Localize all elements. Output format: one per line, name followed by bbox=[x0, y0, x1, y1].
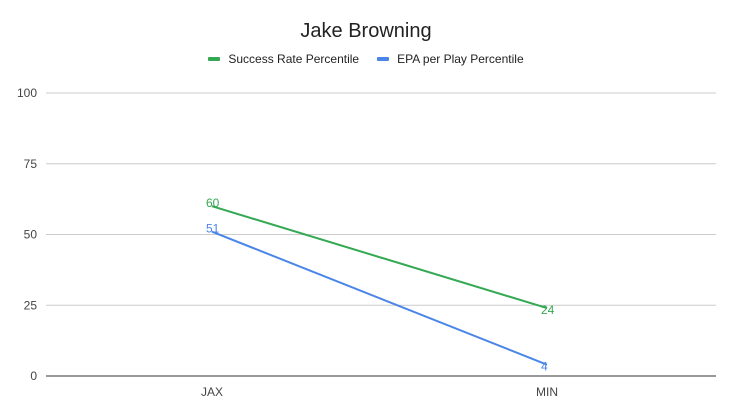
series-line-0[interactable] bbox=[211, 205, 548, 310]
legend-item-epa-per-play[interactable]: EPA per Play Percentile bbox=[377, 52, 524, 66]
gridlines bbox=[46, 92, 716, 377]
y-tick-label-0: 0 bbox=[30, 369, 37, 383]
x-axis-ticks: JAX MIN bbox=[201, 385, 558, 399]
x-tick-label-jax: JAX bbox=[201, 385, 223, 399]
legend-swatch-epa-per-play bbox=[377, 57, 390, 61]
data-labels: 60 24 51 4 bbox=[206, 196, 555, 373]
x-tick-label-min: MIN bbox=[536, 385, 558, 399]
y-axis-ticks: 0 25 50 75 100 bbox=[17, 86, 37, 383]
series-line-1[interactable] bbox=[211, 230, 548, 366]
data-label-s0-jax: 60 bbox=[206, 196, 220, 210]
legend-swatch-success-rate bbox=[208, 57, 221, 61]
data-label-s0-min: 24 bbox=[541, 303, 555, 317]
legend-label-epa-per-play: EPA per Play Percentile bbox=[397, 52, 524, 66]
series-lines bbox=[211, 205, 548, 366]
y-tick-label-100: 100 bbox=[17, 86, 37, 100]
data-label-s1-min: 4 bbox=[541, 360, 548, 374]
y-tick-label-50: 50 bbox=[24, 228, 38, 242]
legend-label-success-rate: Success Rate Percentile bbox=[228, 52, 360, 66]
data-label-s1-jax: 51 bbox=[206, 222, 220, 236]
chart-title: Jake Browning bbox=[300, 20, 432, 42]
legend: Success Rate Percentile EPA per Play Per… bbox=[0, 52, 732, 66]
legend-item-success-rate[interactable]: Success Rate Percentile bbox=[208, 52, 359, 66]
y-tick-label-25: 25 bbox=[24, 298, 38, 312]
y-tick-label-75: 75 bbox=[24, 157, 38, 171]
